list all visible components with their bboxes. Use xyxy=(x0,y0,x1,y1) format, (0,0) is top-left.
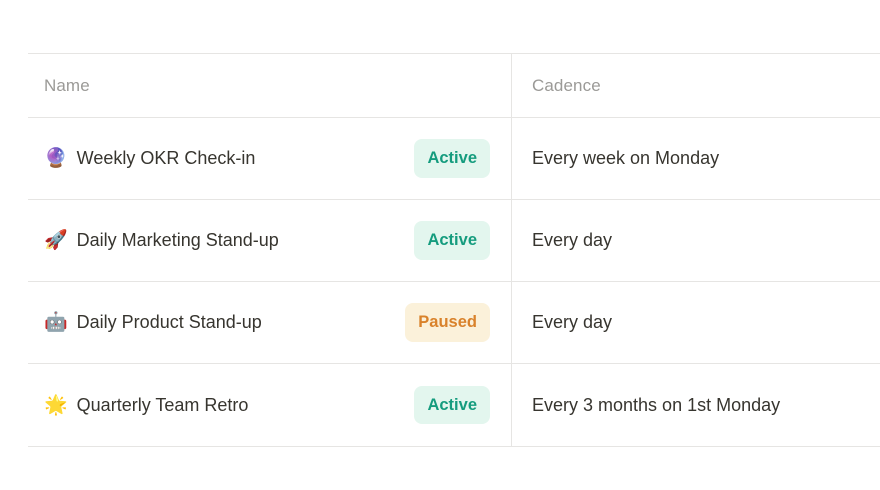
robot-icon: 🤖 xyxy=(44,312,68,333)
status-badge: Active xyxy=(414,385,490,425)
task-name-cell: 🤖 Daily Product Stand-up Paused xyxy=(28,282,511,363)
task-name-cell: 🔮 Weekly OKR Check-in Active xyxy=(28,118,511,199)
task-name: Daily Marketing Stand-up xyxy=(76,230,279,250)
rocket-icon: 🚀 xyxy=(44,230,68,251)
table-row[interactable]: 🤖 Daily Product Stand-up Paused Every da… xyxy=(28,282,880,364)
task-name: Daily Product Stand-up xyxy=(76,312,262,332)
status-badge: Active xyxy=(414,139,490,178)
column-header-cadence[interactable]: Cadence xyxy=(511,54,880,117)
task-name: Weekly OKR Check-in xyxy=(76,148,256,168)
glowing-star-icon: 🌟 xyxy=(44,394,68,416)
task-name-cell: 🚀 Daily Marketing Stand-up Active xyxy=(28,200,511,281)
crystal-ball-icon: 🔮 xyxy=(44,148,68,169)
status-badge: Paused xyxy=(405,303,490,342)
table-header-row: Name Cadence xyxy=(28,54,880,118)
table-row[interactable]: 🚀 Daily Marketing Stand-up Active Every … xyxy=(28,200,880,282)
task-cadence: Every week on Monday xyxy=(511,118,880,199)
task-name: Quarterly Team Retro xyxy=(76,394,249,415)
table-row[interactable]: 🔮 Weekly OKR Check-in Active Every week … xyxy=(28,118,880,200)
table-row[interactable]: 🌟 Quarterly Team Retro Active Every 3 mo… xyxy=(28,364,880,446)
recurring-tasks-table: Name Cadence 🔮 Weekly OKR Check-in Activ… xyxy=(28,53,880,447)
task-cadence: Every day xyxy=(511,282,880,363)
task-cadence: Every 3 months on 1st Monday xyxy=(511,364,880,446)
column-header-name[interactable]: Name xyxy=(44,75,90,95)
task-cadence: Every day xyxy=(511,200,880,281)
status-badge: Active xyxy=(414,221,490,260)
task-name-cell: 🌟 Quarterly Team Retro Active xyxy=(28,364,511,446)
